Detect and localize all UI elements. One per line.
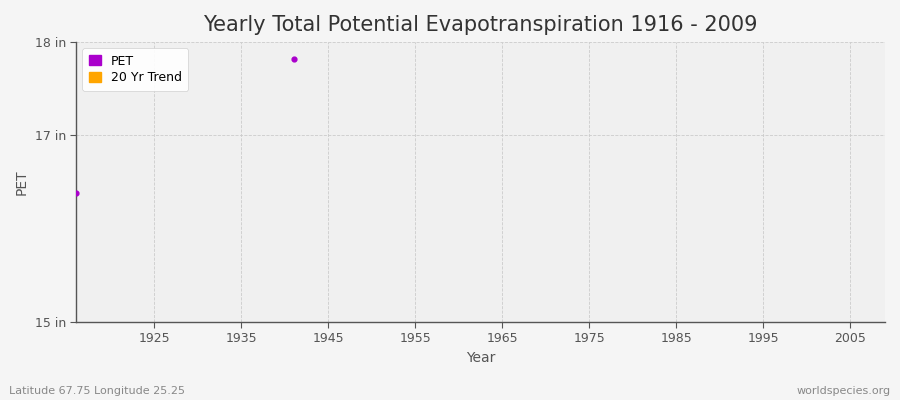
Point bbox=[69, 190, 84, 196]
X-axis label: Year: Year bbox=[466, 351, 495, 365]
Text: Latitude 67.75 Longitude 25.25: Latitude 67.75 Longitude 25.25 bbox=[9, 386, 185, 396]
Text: worldspecies.org: worldspecies.org bbox=[796, 386, 891, 396]
Y-axis label: PET: PET bbox=[15, 169, 29, 195]
Legend: PET, 20 Yr Trend: PET, 20 Yr Trend bbox=[83, 48, 188, 91]
Title: Yearly Total Potential Evapotranspiration 1916 - 2009: Yearly Total Potential Evapotranspiratio… bbox=[203, 15, 758, 35]
Point bbox=[286, 56, 301, 62]
